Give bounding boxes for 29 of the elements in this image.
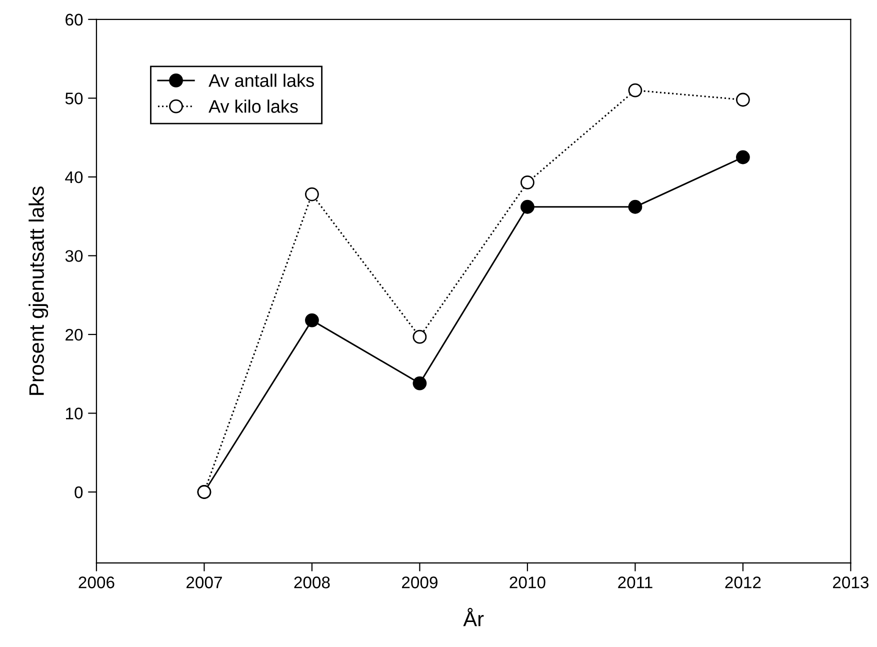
x-tick-label: 2008 [294,576,330,588]
point [628,83,642,98]
point [520,176,534,190]
point [412,376,427,390]
point [412,330,427,344]
y-tick-label: 60 [66,14,83,26]
x-tick-label: 2012 [725,576,761,588]
y-tick-label: 0 [74,486,83,498]
x-axis-title: År [463,608,484,626]
y-axis-title: Prosent gjenutsatt laks [28,186,48,395]
x-tick-label: 2011 [618,576,652,588]
x-tick-label: 2007 [186,576,222,588]
point [628,200,642,214]
y-tick-label: 30 [65,250,83,262]
x-tick-label: 2009 [402,576,438,588]
point [305,313,319,328]
point [736,92,750,107]
y-tick-label: 10 [66,408,83,420]
x-tick-label: 2010 [510,576,546,588]
point [520,200,534,214]
point [305,187,319,202]
y-tick-label: 50 [65,92,83,104]
x-tick-label: 2006 [78,576,114,588]
legend-label: Av kilo laks [208,100,298,113]
x-tick-label: 2013 [832,576,868,588]
legend-label: Av antall laks [208,74,314,87]
y-tick-label: 20 [66,328,83,341]
y-tick-label: 40 [65,171,83,184]
point [736,150,750,164]
